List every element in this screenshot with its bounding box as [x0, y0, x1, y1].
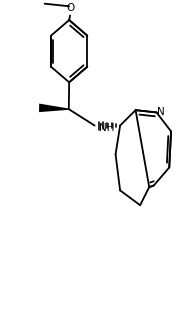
- Text: N: N: [157, 107, 165, 117]
- Text: NH: NH: [99, 123, 115, 133]
- Polygon shape: [39, 104, 69, 112]
- Text: O: O: [66, 3, 74, 13]
